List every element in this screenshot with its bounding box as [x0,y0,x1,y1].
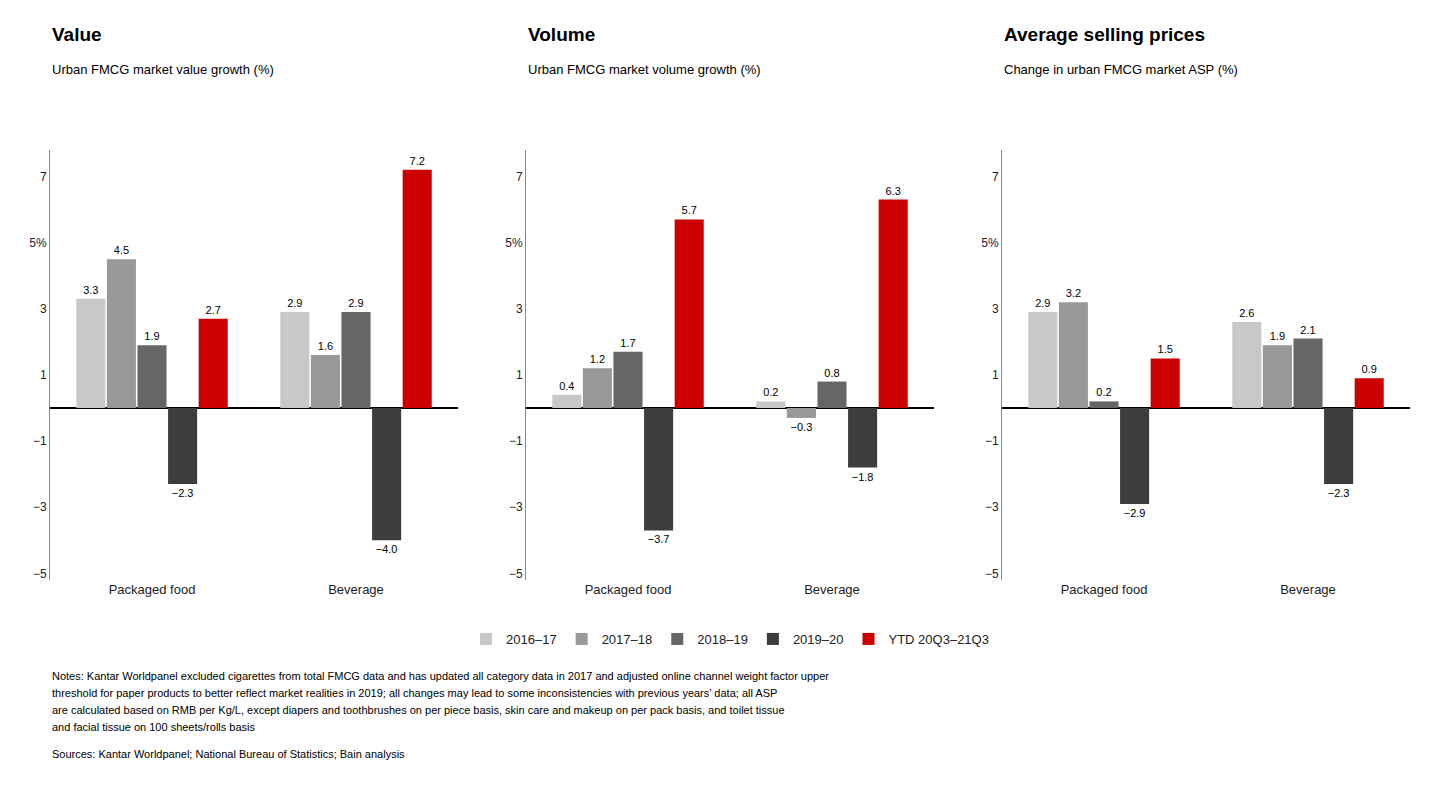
svg-text:6.3: 6.3 [886,185,901,197]
svg-text:2.7: 2.7 [206,304,221,316]
svg-text:5.7: 5.7 [682,204,697,216]
svg-text:−5: −5 [985,567,999,581]
svg-text:Packaged food: Packaged food [585,582,672,597]
svg-text:threshold for paper products t: threshold for paper products to better r… [52,687,777,699]
svg-text:2.9: 2.9 [1035,297,1050,309]
svg-text:3: 3 [992,302,999,316]
svg-text:Volume: Volume [528,24,595,45]
svg-text:7: 7 [40,170,47,184]
svg-text:−2.3: −2.3 [1328,487,1350,499]
svg-text:−4.0: −4.0 [376,543,398,555]
svg-text:−1: −1 [33,434,47,448]
svg-text:Packaged food: Packaged food [1061,582,1148,597]
svg-text:1.6: 1.6 [318,340,333,352]
svg-text:−2.3: −2.3 [172,487,194,499]
svg-text:Urban FMCG market volume growt: Urban FMCG market volume growth (%) [528,62,761,77]
svg-text:−1.8: −1.8 [852,471,874,483]
svg-text:2019–20: 2019–20 [793,632,844,647]
svg-text:0.8: 0.8 [824,367,839,379]
svg-text:2018–19: 2018–19 [697,632,748,647]
svg-text:and facial tissue on 100 sheet: and facial tissue on 100 sheets/rolls ba… [52,721,256,733]
svg-text:2.1: 2.1 [1300,324,1315,336]
svg-text:Beverage: Beverage [328,582,384,597]
svg-text:0.2: 0.2 [1096,386,1111,398]
svg-text:2.6: 2.6 [1239,307,1254,319]
svg-text:Change in urban FMCG market AS: Change in urban FMCG market ASP (%) [1004,62,1238,77]
svg-text:−3: −3 [33,500,47,514]
svg-text:Beverage: Beverage [804,582,860,597]
svg-text:4.5: 4.5 [114,244,129,256]
svg-text:2017–18: 2017–18 [602,632,653,647]
svg-text:0.9: 0.9 [1362,363,1377,375]
svg-text:7: 7 [992,170,999,184]
svg-text:Average selling prices: Average selling prices [1004,24,1205,45]
svg-text:1.9: 1.9 [1270,330,1285,342]
svg-text:2016–17: 2016–17 [506,632,557,647]
svg-text:5%: 5% [29,236,47,250]
svg-text:2.9: 2.9 [348,297,363,309]
svg-text:1: 1 [992,368,999,382]
svg-text:Sources: Kantar Worldpanel; Na: Sources: Kantar Worldpanel; National Bur… [52,748,405,760]
svg-text:5%: 5% [981,236,999,250]
svg-text:0.2: 0.2 [763,386,778,398]
svg-text:0.4: 0.4 [559,380,574,392]
svg-text:−5: −5 [509,567,523,581]
svg-text:2.9: 2.9 [287,297,302,309]
svg-text:−2.9: −2.9 [1124,507,1146,519]
svg-text:−1: −1 [985,434,999,448]
svg-text:−3.7: −3.7 [648,533,670,545]
svg-text:are calculated based on RMB pe: are calculated based on RMB per Kg/L, ex… [52,704,785,716]
svg-text:Value: Value [52,24,102,45]
svg-text:7: 7 [516,170,523,184]
svg-text:−3: −3 [985,500,999,514]
svg-text:1.9: 1.9 [144,330,159,342]
svg-text:−5: −5 [33,567,47,581]
svg-text:7.2: 7.2 [410,155,425,167]
svg-text:Notes: Kantar Worldpanel exclu: Notes: Kantar Worldpanel excluded cigare… [52,670,829,682]
svg-text:1.5: 1.5 [1158,343,1173,355]
svg-text:1.7: 1.7 [620,337,635,349]
svg-text:−1: −1 [509,434,523,448]
svg-text:3.2: 3.2 [1066,287,1081,299]
svg-text:1.2: 1.2 [590,353,605,365]
svg-text:1: 1 [516,368,523,382]
svg-text:YTD 20Q3–21Q3: YTD 20Q3–21Q3 [889,632,989,647]
svg-text:3.3: 3.3 [83,284,98,296]
svg-text:−3: −3 [509,500,523,514]
svg-text:5%: 5% [505,236,523,250]
svg-text:−0.3: −0.3 [791,421,813,433]
svg-text:Urban FMCG market value growth: Urban FMCG market value growth (%) [52,62,274,77]
svg-text:3: 3 [516,302,523,316]
svg-text:Beverage: Beverage [1280,582,1336,597]
svg-text:3: 3 [40,302,47,316]
svg-text:1: 1 [40,368,47,382]
svg-text:Packaged food: Packaged food [109,582,196,597]
